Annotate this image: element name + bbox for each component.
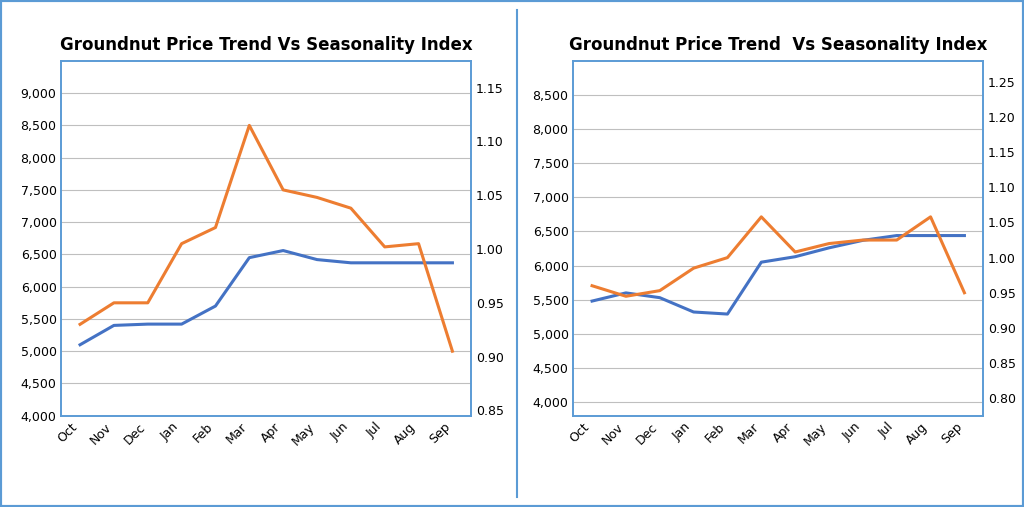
Seasonality	[790, 249, 802, 255]
Line: Spot Price at Rajkot: Spot Price at Rajkot	[592, 236, 965, 314]
Line: Spot Price at Amreli: Spot Price at Amreli	[80, 250, 453, 345]
Line: Seasonality: Seasonality	[80, 125, 453, 351]
Spot Price at Rajkot	[687, 309, 699, 315]
Spot Price at Rajkot	[958, 233, 971, 239]
Seasonality	[379, 244, 391, 250]
Seasonality	[620, 293, 632, 299]
Spot Price at Rajkot	[620, 290, 632, 296]
Seasonality	[687, 265, 699, 271]
Spot Price at Amreli	[243, 255, 255, 261]
Seasonality	[243, 122, 255, 128]
Seasonality	[823, 240, 836, 246]
Spot Price at Amreli	[345, 260, 357, 266]
Spot Price at Rajkot	[653, 295, 666, 301]
Spot Price at Amreli	[413, 260, 425, 266]
Spot Price at Rajkot	[823, 245, 836, 251]
Spot Price at Amreli	[108, 322, 120, 329]
Seasonality	[925, 214, 937, 220]
Legend: Spot Price at Rajkot, Seasonality: Spot Price at Rajkot, Seasonality	[581, 501, 913, 507]
Seasonality	[413, 241, 425, 247]
Seasonality	[311, 194, 324, 200]
Spot Price at Amreli	[209, 303, 221, 309]
Spot Price at Rajkot	[857, 237, 869, 243]
Spot Price at Amreli	[141, 321, 154, 327]
Spot Price at Rajkot	[586, 298, 598, 304]
Seasonality	[108, 300, 120, 306]
Seasonality	[755, 214, 767, 220]
Seasonality	[345, 205, 357, 211]
Line: Seasonality: Seasonality	[592, 217, 965, 296]
Spot Price at Rajkot	[721, 311, 733, 317]
Seasonality	[586, 283, 598, 289]
Spot Price at Amreli	[446, 260, 459, 266]
Spot Price at Amreli	[379, 260, 391, 266]
Seasonality	[175, 241, 187, 247]
Spot Price at Rajkot	[790, 254, 802, 260]
Seasonality	[891, 237, 903, 243]
Seasonality	[74, 321, 86, 328]
Seasonality	[958, 289, 971, 296]
Seasonality	[721, 255, 733, 261]
Spot Price at Amreli	[311, 257, 324, 263]
Title: Groundnut Price Trend  Vs Seasonality Index: Groundnut Price Trend Vs Seasonality Ind…	[569, 35, 987, 54]
Seasonality	[857, 237, 869, 243]
Seasonality	[209, 225, 221, 231]
Spot Price at Amreli	[175, 321, 187, 327]
Spot Price at Rajkot	[925, 233, 937, 239]
Legend: Spot Price at Amreli, Seasonality: Spot Price at Amreli, Seasonality	[69, 501, 402, 507]
Seasonality	[141, 300, 154, 306]
Spot Price at Rajkot	[755, 259, 767, 265]
Spot Price at Amreli	[278, 247, 290, 254]
Seasonality	[278, 187, 290, 193]
Seasonality	[446, 348, 459, 354]
Seasonality	[653, 287, 666, 294]
Spot Price at Amreli	[74, 342, 86, 348]
Spot Price at Rajkot	[891, 233, 903, 239]
Title: Groundnut Price Trend Vs Seasonality Index: Groundnut Price Trend Vs Seasonality Ind…	[60, 35, 472, 54]
